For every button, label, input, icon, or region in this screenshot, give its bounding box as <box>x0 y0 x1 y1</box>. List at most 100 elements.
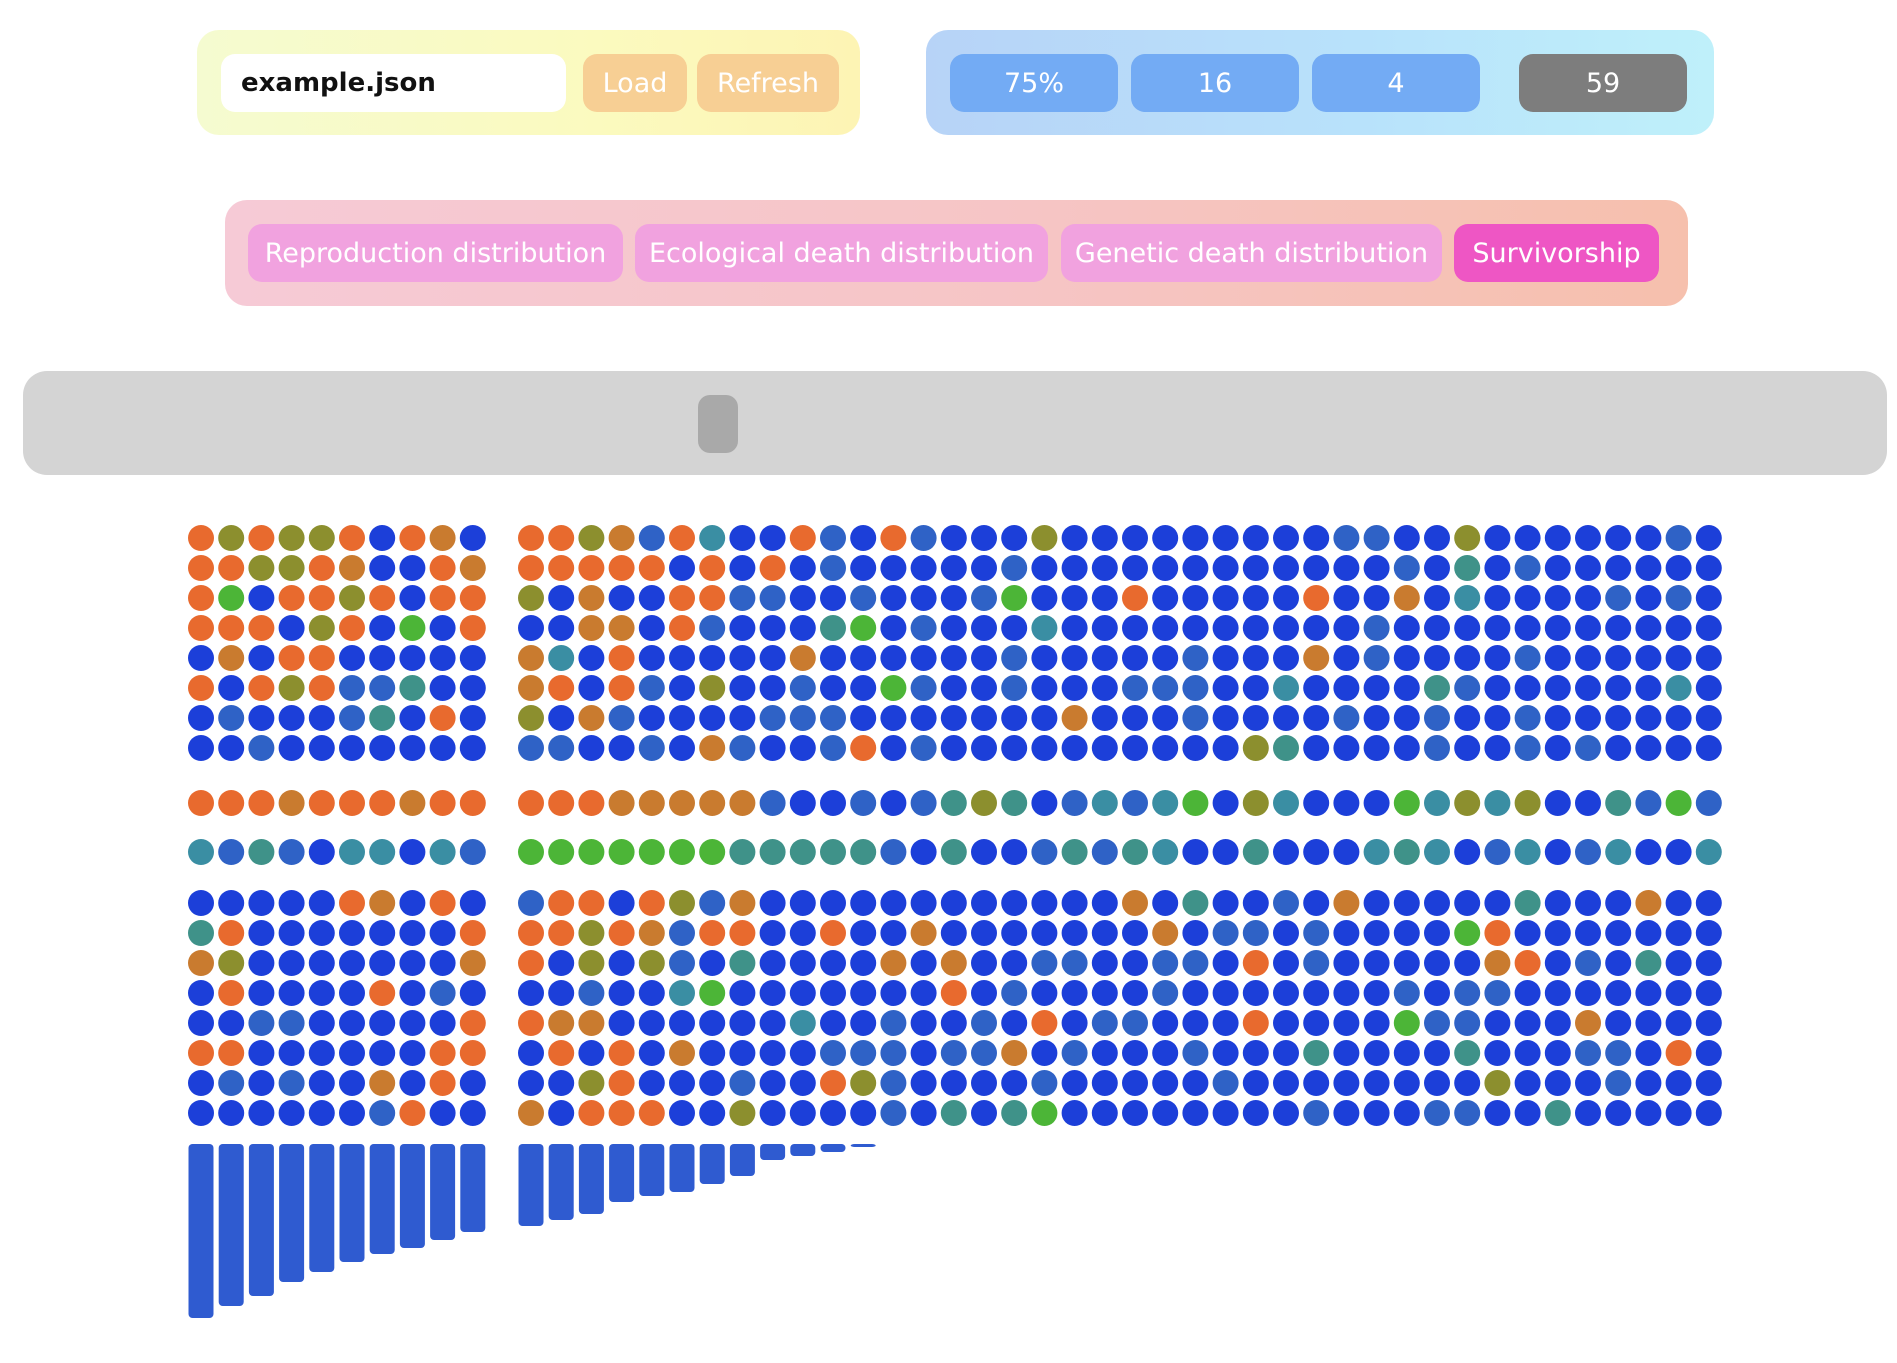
genome-dot <box>759 920 786 946</box>
genome-dot <box>1544 1100 1571 1126</box>
genome-dot <box>1091 1100 1118 1126</box>
genome-dot <box>1242 790 1269 816</box>
genome-dot <box>1514 1010 1541 1036</box>
genome-dot <box>1001 950 1028 976</box>
value-c-badge[interactable]: 59 <box>1519 54 1687 112</box>
genome-dot <box>789 525 816 551</box>
tab-reproduction-distribution[interactable]: Reproduction distribution <box>248 224 623 282</box>
genome-dot <box>1212 839 1239 865</box>
genome-dot <box>1665 1100 1692 1126</box>
value-a-badge[interactable]: 16 <box>1131 54 1299 112</box>
genome-dot <box>1514 1070 1541 1096</box>
genome-dot <box>1152 585 1179 611</box>
genome-dot <box>1182 980 1209 1006</box>
genome-dot <box>1635 1010 1662 1036</box>
genome-dot <box>1303 525 1330 551</box>
genome-dot <box>1122 920 1148 946</box>
tab-ecological-death-distribution[interactable]: Ecological death distribution <box>635 224 1048 282</box>
genome-dot <box>548 675 575 701</box>
genome-dot <box>339 615 365 641</box>
genome-dot <box>188 555 214 581</box>
load-button[interactable]: Load <box>583 54 687 112</box>
genome-dot <box>1363 585 1390 611</box>
genome-dot <box>1333 585 1360 611</box>
genome-dot <box>1605 735 1632 761</box>
genome-dot <box>1273 615 1299 641</box>
genome-dot <box>1514 585 1541 611</box>
genome-dot <box>1333 1040 1360 1066</box>
genome-dot <box>518 735 544 761</box>
genome-dot <box>699 585 726 611</box>
percent-badge[interactable]: 75% <box>950 54 1118 112</box>
genome-dot <box>1424 705 1450 731</box>
genome-dot <box>248 585 275 611</box>
genome-dot <box>1242 615 1269 641</box>
genome-dot <box>880 735 907 761</box>
survivorship-bar <box>309 1144 335 1272</box>
genome-dot <box>308 890 335 916</box>
genome-dot <box>1303 645 1330 671</box>
genome-dot <box>669 920 695 946</box>
filename-input[interactable] <box>221 54 566 112</box>
genome-dot <box>459 525 486 551</box>
genome-dot <box>1212 890 1239 916</box>
genome-dot <box>1122 890 1148 916</box>
genome-dot <box>1242 525 1269 551</box>
genome-dot <box>699 890 726 916</box>
genome-dot <box>759 555 786 581</box>
genome-dot <box>1333 790 1360 816</box>
genome-dot <box>218 920 245 946</box>
genome-dot <box>459 705 486 731</box>
genome-dot <box>1061 980 1088 1006</box>
slider-thumb[interactable] <box>698 395 738 453</box>
genome-dot <box>669 950 695 976</box>
genome-dot <box>399 615 426 641</box>
genome-dot <box>789 1010 816 1036</box>
genome-dot <box>1665 950 1692 976</box>
genome-dot <box>1514 555 1541 581</box>
genome-dot <box>1363 615 1390 641</box>
genome-dot <box>669 615 695 641</box>
genome-dot <box>759 790 786 816</box>
genome-dot <box>669 1100 695 1126</box>
genome-dot <box>339 705 365 731</box>
genome-dot <box>1695 615 1722 641</box>
tab-genetic-death-distribution[interactable]: Genetic death distribution <box>1061 224 1442 282</box>
genome-dot <box>1665 1040 1692 1066</box>
generation-slider[interactable] <box>23 371 1887 475</box>
genome-dot <box>1212 1070 1239 1096</box>
genome-dot <box>518 555 544 581</box>
genome-dot <box>1273 675 1299 701</box>
genome-dot <box>1665 705 1692 731</box>
genome-dot <box>369 675 396 701</box>
genome-dot <box>548 950 575 976</box>
survivorship-bar <box>460 1144 486 1232</box>
genome-dot <box>820 675 846 701</box>
genome-dot <box>369 980 396 1006</box>
genome-dot <box>578 950 605 976</box>
genome-dot <box>548 615 575 641</box>
genome-dot <box>429 735 456 761</box>
genome-dot <box>188 1070 214 1096</box>
genome-dot <box>188 920 214 946</box>
genome-dot <box>759 705 786 731</box>
genome-dot <box>880 790 907 816</box>
refresh-button[interactable]: Refresh <box>697 54 839 112</box>
genome-dot <box>1424 525 1450 551</box>
genome-dot <box>459 1100 486 1126</box>
tab-survivorship[interactable]: Survivorship <box>1454 224 1659 282</box>
genome-dot <box>278 525 305 551</box>
genome-dot <box>1635 525 1662 551</box>
genome-dot <box>789 980 816 1006</box>
genome-dot <box>188 890 214 916</box>
genome-dot <box>1424 890 1450 916</box>
genome-dot <box>1544 890 1571 916</box>
genome-dot <box>850 790 877 816</box>
genome-dot <box>1333 839 1360 865</box>
genome-dot <box>369 705 396 731</box>
value-b-badge[interactable]: 4 <box>1312 54 1480 112</box>
genome-dot <box>548 705 575 731</box>
genome-dot <box>308 1010 335 1036</box>
genome-dot <box>971 1070 997 1096</box>
genome-dot <box>940 555 967 581</box>
